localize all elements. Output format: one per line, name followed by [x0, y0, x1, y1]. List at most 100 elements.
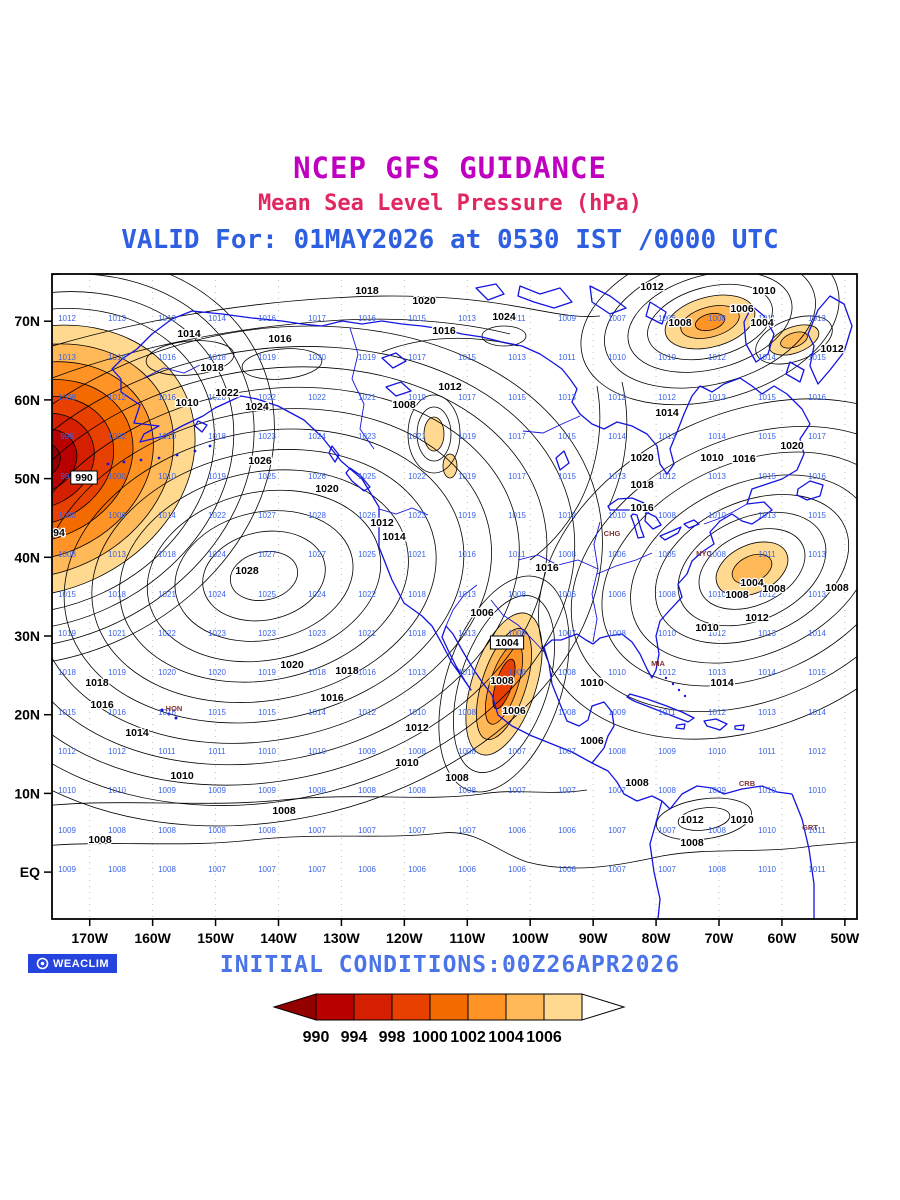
svg-text:1015: 1015	[208, 708, 226, 717]
svg-text:1011: 1011	[658, 708, 676, 717]
svg-text:1008: 1008	[458, 747, 476, 756]
svg-text:50N: 50N	[14, 471, 40, 487]
svg-text:1008: 1008	[658, 786, 676, 795]
svg-text:1013: 1013	[758, 708, 776, 717]
svg-text:1008: 1008	[308, 786, 326, 795]
svg-text:1007: 1007	[658, 865, 676, 874]
svg-text:1019: 1019	[258, 353, 276, 362]
svg-text:1020: 1020	[308, 353, 326, 362]
svg-text:1013: 1013	[408, 668, 426, 677]
svg-text:1021: 1021	[158, 590, 176, 599]
svg-text:1008: 1008	[608, 629, 626, 638]
svg-text:1019: 1019	[408, 393, 426, 402]
svg-text:1020: 1020	[280, 659, 304, 671]
svg-text:80W: 80W	[642, 930, 672, 946]
svg-text:1021: 1021	[358, 629, 376, 638]
svg-text:1015: 1015	[508, 393, 526, 402]
svg-text:1007: 1007	[658, 826, 676, 835]
svg-text:1024: 1024	[245, 401, 269, 413]
svg-text:1006: 1006	[470, 607, 494, 619]
svg-text:1010: 1010	[700, 452, 724, 464]
svg-text:1022: 1022	[215, 387, 239, 399]
svg-text:1008: 1008	[108, 826, 126, 835]
svg-text:1027: 1027	[258, 550, 276, 559]
svg-text:1024: 1024	[208, 590, 226, 599]
svg-text:1006: 1006	[658, 314, 676, 323]
svg-text:1025: 1025	[358, 472, 376, 481]
svg-text:1006: 1006	[580, 735, 604, 747]
svg-text:1007: 1007	[258, 865, 276, 874]
svg-text:1015: 1015	[808, 353, 826, 362]
svg-text:1008: 1008	[392, 399, 416, 411]
svg-text:1010: 1010	[608, 511, 626, 520]
svg-text:1004: 1004	[750, 317, 774, 329]
svg-text:1016: 1016	[158, 353, 176, 362]
svg-text:1014: 1014	[208, 314, 226, 323]
svg-text:140W: 140W	[260, 930, 297, 946]
svg-text:1000: 1000	[58, 511, 76, 520]
svg-text:1019: 1019	[208, 472, 226, 481]
svg-text:1020: 1020	[158, 668, 176, 677]
svg-text:1010: 1010	[170, 770, 194, 782]
svg-text:1006: 1006	[408, 865, 426, 874]
svg-text:1012: 1012	[608, 393, 626, 402]
svg-text:1018: 1018	[200, 362, 224, 374]
svg-text:1007: 1007	[308, 826, 326, 835]
svg-text:1015: 1015	[808, 668, 826, 677]
svg-text:110W: 110W	[449, 930, 486, 946]
svg-text:1010: 1010	[58, 786, 76, 795]
svg-text:1011: 1011	[758, 314, 776, 323]
svg-text:1008: 1008	[272, 805, 296, 817]
svg-text:1018: 1018	[408, 629, 426, 638]
svg-text:1013: 1013	[458, 314, 476, 323]
svg-text:1007: 1007	[508, 786, 526, 795]
svg-text:1010: 1010	[758, 865, 776, 874]
svg-text:1011: 1011	[508, 314, 526, 323]
svg-text:10N: 10N	[14, 785, 40, 801]
svg-text:1008: 1008	[490, 675, 514, 687]
svg-text:1012: 1012	[358, 708, 376, 717]
svg-text:1016: 1016	[90, 699, 114, 711]
svg-text:1012: 1012	[820, 343, 844, 355]
svg-text:1016: 1016	[158, 708, 176, 717]
svg-text:1016: 1016	[535, 562, 559, 574]
svg-text:1012: 1012	[58, 314, 76, 323]
svg-text:1012: 1012	[370, 517, 394, 529]
svg-text:1013: 1013	[458, 629, 476, 638]
svg-text:120W: 120W	[386, 930, 423, 946]
svg-text:160W: 160W	[134, 930, 171, 946]
svg-text:1010: 1010	[158, 432, 176, 441]
svg-text:1011: 1011	[758, 550, 776, 559]
svg-text:170W: 170W	[71, 930, 108, 946]
svg-text:1015: 1015	[758, 393, 776, 402]
svg-text:1013: 1013	[808, 550, 826, 559]
svg-text:1009: 1009	[658, 747, 676, 756]
chart-title: NCEP GFS GUIDANCE	[293, 151, 607, 185]
svg-text:1010: 1010	[308, 747, 326, 756]
svg-text:1002: 1002	[450, 1029, 486, 1046]
svg-text:1007: 1007	[608, 314, 626, 323]
svg-text:1019: 1019	[58, 629, 76, 638]
svg-text:1014: 1014	[382, 531, 406, 543]
svg-text:1018: 1018	[85, 677, 109, 689]
svg-text:1026: 1026	[358, 511, 376, 520]
svg-text:1017: 1017	[508, 432, 526, 441]
svg-text:1010: 1010	[758, 826, 776, 835]
svg-text:1011: 1011	[758, 747, 776, 756]
svg-text:1018: 1018	[335, 665, 359, 677]
svg-text:1009: 1009	[508, 629, 526, 638]
svg-text:1008: 1008	[558, 550, 576, 559]
svg-text:1014: 1014	[655, 407, 679, 419]
svg-text:1013: 1013	[808, 590, 826, 599]
svg-text:70N: 70N	[14, 313, 40, 329]
svg-text:CHG: CHG	[604, 529, 621, 538]
svg-text:1004: 1004	[495, 637, 519, 649]
svg-text:1020: 1020	[630, 452, 654, 464]
svg-text:1009: 1009	[158, 786, 176, 795]
svg-text:1007: 1007	[458, 826, 476, 835]
svg-text:1027: 1027	[258, 511, 276, 520]
svg-text:1018: 1018	[630, 479, 654, 491]
svg-text:1011: 1011	[558, 353, 576, 362]
svg-text:1023: 1023	[408, 511, 426, 520]
svg-text:1015: 1015	[58, 708, 76, 717]
